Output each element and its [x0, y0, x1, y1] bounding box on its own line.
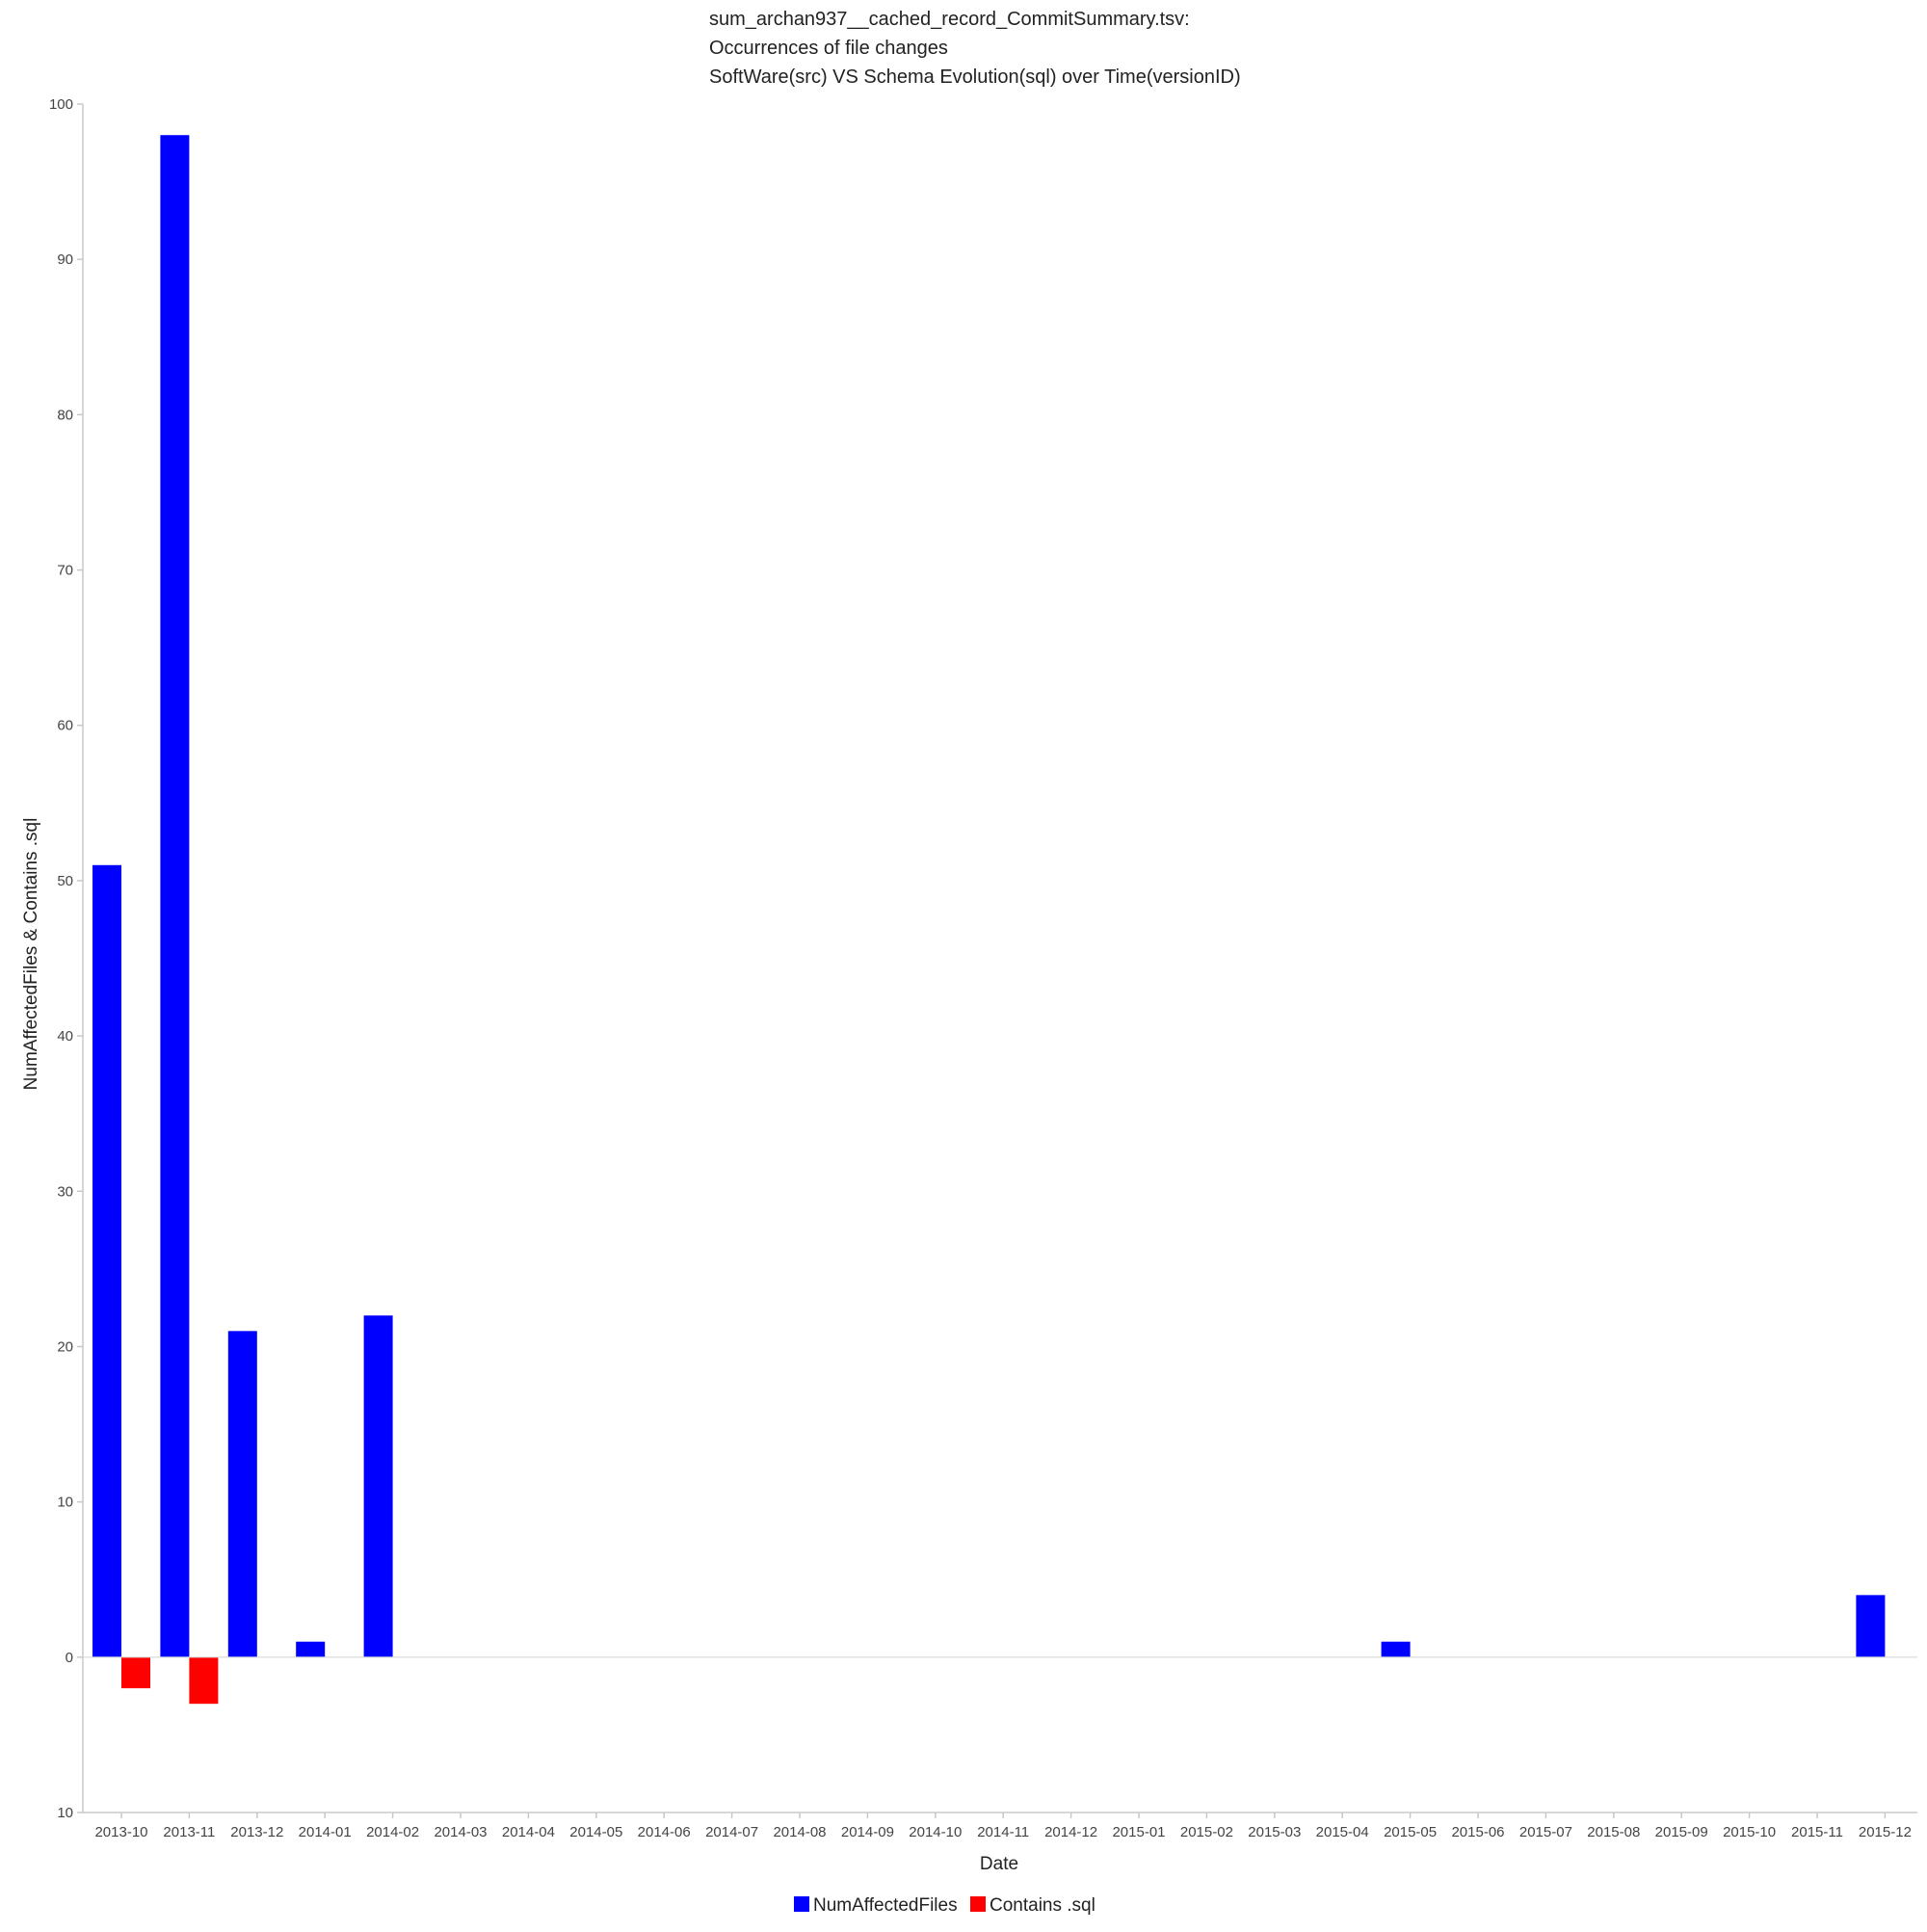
y-tick-label: 30: [57, 1183, 73, 1200]
x-tick-label: 2015-01: [1112, 1824, 1165, 1840]
x-tick-label: 2015-12: [1859, 1824, 1912, 1840]
y-tick-label: 50: [57, 873, 73, 889]
legend-swatch: [794, 1896, 809, 1912]
x-tick-label: 2014-12: [1044, 1824, 1097, 1840]
y-tick-label: 100: [49, 96, 73, 113]
x-tick-label: 2015-11: [1791, 1824, 1843, 1840]
bar-num-affected-files: [92, 864, 121, 1657]
x-tick-label: 2013-11: [163, 1824, 215, 1840]
y-tick-label: 20: [57, 1338, 73, 1355]
x-tick-label: 2013-10: [94, 1824, 147, 1840]
bar-num-affected-files: [296, 1641, 326, 1657]
bars: [92, 135, 1886, 1705]
y-tick-label: 80: [57, 407, 73, 423]
title-line: SoftWare(src) VS Schema Evolution(sql) o…: [709, 66, 1241, 88]
x-axis-title: Date: [980, 1854, 1018, 1874]
x-tick-label: 2015-07: [1519, 1824, 1572, 1840]
y-tick-label: 70: [57, 563, 73, 579]
title-line: sum_archan937__cached_record_CommitSumma…: [709, 9, 1190, 30]
x-tick-label: 2014-01: [299, 1824, 352, 1840]
bar-num-affected-files: [227, 1331, 257, 1657]
y-tick-label: 10: [57, 1805, 73, 1821]
x-tick-label: 2014-08: [773, 1824, 826, 1840]
bar-num-affected-files: [1856, 1595, 1886, 1657]
y-tick-label: 60: [57, 718, 73, 734]
legend-swatch: [970, 1896, 986, 1912]
x-tick-label: 2015-06: [1451, 1824, 1504, 1840]
x-tick-label: 2015-10: [1723, 1824, 1776, 1840]
chart-title: sum_archan937__cached_record_CommitSumma…: [709, 9, 1241, 88]
y-axis-title: NumAffectedFiles & Contains .sql: [21, 818, 41, 1091]
x-tick-label: 2014-04: [502, 1824, 555, 1840]
x-tick-label: 2013-12: [230, 1824, 283, 1840]
bar-num-affected-files: [160, 135, 190, 1657]
x-tick-label: 2014-07: [705, 1824, 758, 1840]
x-axis: 2013-10 2013-11 2013-12 2014-01 2014-02 2014-…: [83, 1812, 1917, 1840]
x-tick-label: 2015-09: [1655, 1824, 1708, 1840]
x-tick-label: 2014-10: [909, 1824, 962, 1840]
bar-contains-sql: [189, 1656, 219, 1705]
y-tick-label: 40: [57, 1028, 73, 1045]
x-tick-label: 2015-05: [1384, 1824, 1437, 1840]
y-tick-label: 90: [57, 251, 73, 268]
x-tick-label: 2015-04: [1316, 1824, 1369, 1840]
legend-label: NumAffectedFiles: [813, 1895, 958, 1916]
x-tick-label: 2014-02: [366, 1824, 419, 1840]
x-tick-label: 2015-02: [1180, 1824, 1233, 1840]
bar-num-affected-files: [363, 1315, 393, 1657]
x-tick-label: 2015-03: [1248, 1824, 1301, 1840]
x-tick-label: 2014-06: [638, 1824, 691, 1840]
y-tick-label: 0: [66, 1650, 73, 1666]
x-tick-label: 2014-05: [569, 1824, 622, 1840]
bar-contains-sql: [121, 1656, 150, 1689]
legend: NumAffectedFiles Contains .sql: [794, 1895, 1095, 1916]
x-tick-label: 2015-08: [1587, 1824, 1640, 1840]
x-tick-label: 2014-03: [434, 1824, 487, 1840]
bar-num-affected-files: [1381, 1641, 1411, 1657]
x-tick-label: 2014-11: [977, 1824, 1029, 1840]
x-tick-label: 2014-09: [841, 1824, 894, 1840]
y-tick-label: 10: [57, 1495, 73, 1511]
title-line: Occurrences of file changes: [709, 38, 948, 59]
legend-label: Contains .sql: [990, 1895, 1095, 1916]
